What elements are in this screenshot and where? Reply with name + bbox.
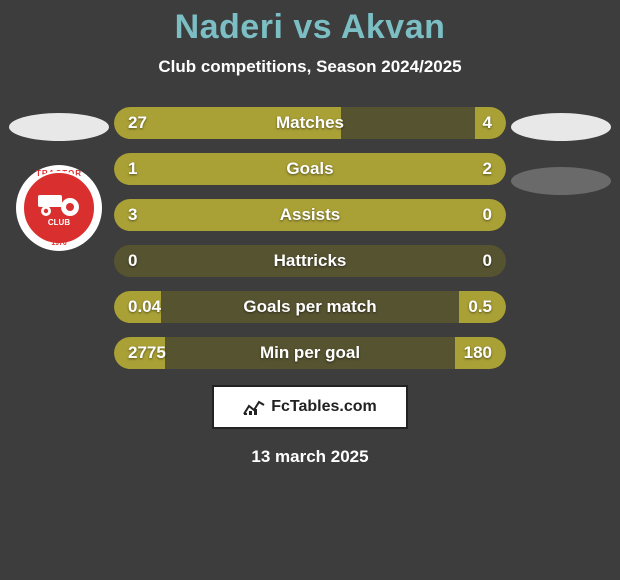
comparison-infographic: Naderi vs Akvan Club competitions, Seaso…: [0, 0, 620, 467]
stat-bar: 0.04Goals per match0.5: [114, 291, 506, 323]
club-badge-inner: CLUB: [22, 171, 96, 245]
stat-label: Goals per match: [114, 297, 506, 317]
stat-label: Matches: [114, 113, 506, 133]
page-subtitle: Club competitions, Season 2024/2025: [0, 57, 620, 77]
stat-bar: 3Assists0: [114, 199, 506, 231]
left-player-column: TRACTOR CLUB 1970: [6, 107, 112, 369]
stats-bars: 27Matches41Goals23Assists00Hattricks00.0…: [112, 107, 508, 369]
main-area: TRACTOR CLUB 1970 27Matches4 1Goals2 3Assi…: [0, 107, 620, 369]
stat-value-right: 0: [483, 205, 492, 225]
stat-bar: 2775Min per goal180: [114, 337, 506, 369]
stat-label: Goals: [114, 159, 506, 179]
stat-value-right: 0.5: [468, 297, 492, 317]
stat-value-right: 4: [483, 113, 492, 133]
stat-bar: 0Hattricks0: [114, 245, 506, 277]
player-photo-placeholder-left: [9, 113, 109, 141]
badge-bottom-text: 1970: [16, 240, 102, 247]
stat-value-right: 2: [483, 159, 492, 179]
stat-label: Hattricks: [114, 251, 506, 271]
club-badge-left: TRACTOR CLUB 1970: [16, 165, 102, 251]
stat-label: Min per goal: [114, 343, 506, 363]
page-title: Naderi vs Akvan: [0, 8, 620, 47]
stat-value-right: 0: [483, 251, 492, 271]
badge-mid-text: CLUB: [24, 218, 94, 227]
date-text: 13 march 2025: [0, 447, 620, 467]
stat-value-right: 180: [464, 343, 492, 363]
right-player-column: [508, 107, 614, 369]
fctables-logo-icon: [243, 398, 265, 416]
player-photo-placeholder-right: [511, 113, 611, 141]
stat-label: Assists: [114, 205, 506, 225]
stat-bar: 1Goals2: [114, 153, 506, 185]
brand-text: FcTables.com: [271, 398, 377, 416]
tractor-icon: [36, 191, 82, 217]
stat-bar: 27Matches4: [114, 107, 506, 139]
brand-card: FcTables.com: [212, 385, 408, 429]
club-badge-placeholder-right: [511, 167, 611, 195]
